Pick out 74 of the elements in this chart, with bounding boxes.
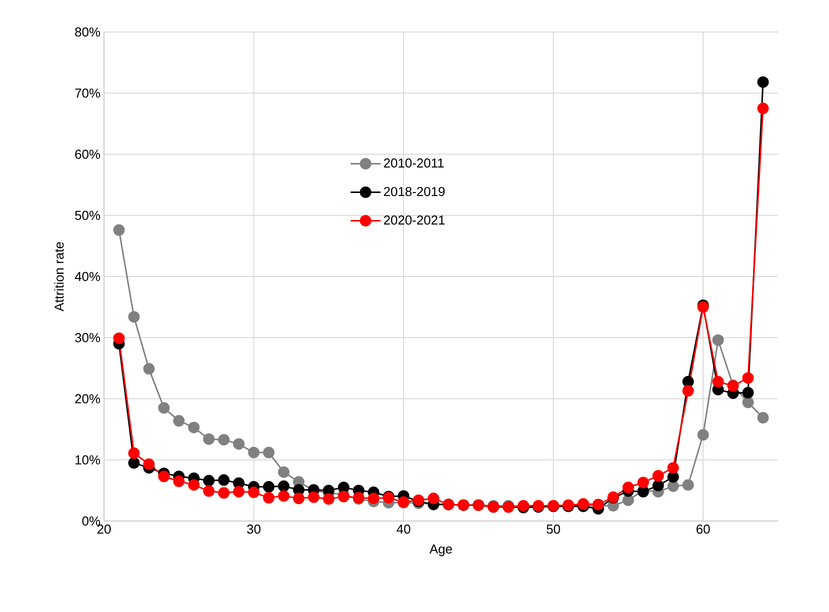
point xyxy=(173,415,185,427)
y-tick-label: 80% xyxy=(75,27,100,37)
y-tick-label: 20% xyxy=(75,394,100,404)
point xyxy=(368,492,380,504)
point xyxy=(218,487,230,499)
x-axis-title: Age xyxy=(430,544,452,556)
x-tick-label: 60 xyxy=(696,524,710,534)
y-tick-label: 0% xyxy=(82,516,100,526)
point xyxy=(667,462,679,474)
point xyxy=(128,311,140,323)
point xyxy=(652,470,664,482)
point xyxy=(188,479,200,491)
point xyxy=(667,480,679,492)
point xyxy=(248,446,260,458)
point xyxy=(308,491,320,503)
point xyxy=(128,447,140,459)
point xyxy=(682,385,694,397)
point xyxy=(428,492,440,504)
y-tick-label: 50% xyxy=(75,210,100,220)
x-tick-label: 40 xyxy=(396,524,410,534)
point xyxy=(143,458,155,470)
x-tick-label: 50 xyxy=(546,524,560,534)
y-tick-label: 70% xyxy=(75,88,100,98)
point xyxy=(757,412,769,424)
y-axis-title: Attrition rate xyxy=(54,242,64,312)
point xyxy=(158,470,170,482)
legend-label: 2020-2021 xyxy=(384,215,445,225)
point xyxy=(203,433,215,445)
x-tick-label: 30 xyxy=(247,524,260,534)
point xyxy=(203,474,215,486)
point xyxy=(757,76,769,88)
legend-label: 2010-2011 xyxy=(384,158,444,168)
point xyxy=(113,224,125,236)
point xyxy=(263,481,275,493)
point xyxy=(622,494,634,506)
point xyxy=(158,402,170,414)
x-tick-label: 20 xyxy=(97,524,111,534)
point xyxy=(203,485,215,497)
point xyxy=(338,482,350,494)
point xyxy=(173,476,185,488)
point xyxy=(712,376,724,388)
point xyxy=(667,471,679,483)
point xyxy=(322,493,334,505)
point xyxy=(278,466,290,478)
y-tick-label: 10% xyxy=(76,455,100,464)
point xyxy=(637,476,649,488)
point xyxy=(757,102,769,114)
legend-label: 2018-2019 xyxy=(384,186,445,196)
point xyxy=(143,363,155,375)
point xyxy=(712,334,724,346)
point xyxy=(278,480,290,492)
y-tick-label: 60% xyxy=(75,150,100,159)
point xyxy=(682,376,694,388)
y-tick-label: 30% xyxy=(75,333,100,342)
point xyxy=(742,372,754,384)
point xyxy=(682,479,694,491)
point xyxy=(742,386,754,398)
point xyxy=(263,446,275,458)
point xyxy=(188,422,200,434)
point xyxy=(233,438,245,450)
point xyxy=(652,480,664,492)
point xyxy=(742,396,754,408)
point xyxy=(697,429,709,441)
point xyxy=(128,457,140,469)
y-tick-label: 40% xyxy=(74,272,100,282)
point xyxy=(233,486,245,498)
point xyxy=(218,434,230,446)
point xyxy=(248,486,260,498)
point xyxy=(263,492,275,504)
point xyxy=(292,492,304,504)
point xyxy=(218,474,230,486)
point xyxy=(622,482,634,494)
point xyxy=(113,332,125,344)
point xyxy=(278,490,290,502)
